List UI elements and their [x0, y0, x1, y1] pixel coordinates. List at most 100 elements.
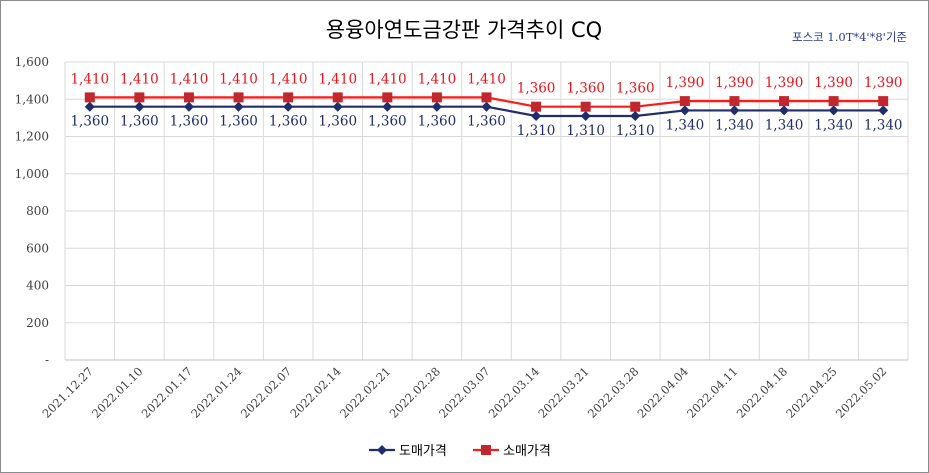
retail-price-label: 1,360 [566, 81, 605, 97]
retail-price-point [283, 92, 294, 103]
retail-price-label: 1,410 [467, 71, 506, 87]
legend-item-wholesale: 도매가격 [369, 444, 447, 459]
x-axis: 2021.12.272022.01.102022.01.172022.01.24… [39, 359, 908, 421]
retail-price-point [580, 101, 591, 112]
wholesale-price-point [679, 105, 690, 116]
legend: 도매가격 소매가격 [369, 444, 551, 459]
retail-price-label: 1,410 [418, 71, 457, 87]
wholesale-price-point [729, 105, 740, 116]
wholesale-price-label: 1,340 [864, 117, 903, 133]
gridlines [64, 61, 909, 361]
retail-price-label: 1,410 [318, 71, 357, 87]
legend-item-retail: 소매가격 [473, 444, 551, 459]
wholesale-price-label: 1,310 [616, 123, 655, 139]
wholesale-price-point [382, 101, 393, 112]
chart-title: 용융아연도금강판 가격추이 CQ [326, 18, 602, 42]
retail-price-point [729, 96, 740, 107]
y-tick-label: 1,400 [15, 92, 49, 106]
x-tick-label: 2022.01.17 [139, 364, 195, 420]
retail-price-point [481, 92, 492, 103]
x-tick-label: 2022.04.11 [684, 364, 740, 420]
retail-price-label: 1,390 [864, 75, 903, 91]
retail-price-label: 1,410 [120, 71, 159, 87]
wholesale-price-point [828, 105, 839, 116]
wholesale-price-label: 1,360 [318, 114, 357, 130]
x-tick-label: 2022.04.25 [783, 364, 839, 420]
retail-price-point [332, 92, 343, 103]
wholesale-price-point [233, 101, 244, 112]
wholesale-price-point [283, 101, 294, 112]
retail-price-label: 1,410 [70, 71, 109, 87]
wholesale-price-label: 1,360 [120, 114, 159, 130]
wholesale-price-point [878, 105, 889, 116]
wholesale-price-label: 1,360 [368, 114, 407, 130]
wholesale-price-point [531, 111, 542, 122]
x-tick-label: 2022.02.07 [238, 364, 294, 420]
y-tick-label: 200 [26, 316, 49, 330]
wholesale-price-point [183, 101, 194, 112]
x-tick-label: 2022.02.28 [387, 364, 443, 420]
wholesale-price-label: 1,360 [70, 114, 109, 130]
retail-price-point [431, 92, 442, 103]
x-tick-label: 2022.04.04 [635, 364, 691, 420]
retail-price-label: 1,410 [219, 71, 258, 87]
legend-label: 도매가격 [399, 444, 447, 459]
x-tick-label: 2022.02.14 [287, 364, 343, 420]
retail-price-point [630, 101, 641, 112]
wholesale-price-label: 1,340 [666, 117, 705, 133]
y-tick-label: 800 [26, 204, 49, 218]
wholesale-price-point [84, 101, 95, 112]
wholesale-price-point [134, 101, 145, 112]
retail-price-point [183, 92, 194, 103]
retail-price-label: 1,390 [666, 75, 705, 91]
x-tick-label: 2022.03.28 [585, 364, 641, 420]
wholesale-price-point [332, 101, 343, 112]
y-tick-label: 1,000 [15, 167, 49, 181]
wholesale-price-label: 1,360 [219, 114, 258, 130]
wholesale-price-label: 1,340 [765, 117, 804, 133]
y-tick-label: 600 [26, 241, 49, 255]
y-tick-label: 400 [26, 279, 49, 293]
y-tick-label: - [45, 353, 49, 367]
wholesale-price-label: 1,310 [517, 123, 556, 139]
retail-price-point [679, 96, 690, 107]
retail-price-label: 1,360 [517, 81, 556, 97]
retail-price-point [84, 92, 95, 103]
retail-price-label: 1,390 [765, 75, 804, 91]
wholesale-price-label: 1,360 [467, 114, 506, 130]
wholesale-price-label: 1,360 [269, 114, 308, 130]
retail-price-point [779, 96, 790, 107]
wholesale-price-point [779, 105, 790, 116]
retail-price-label: 1,360 [616, 81, 655, 97]
retail-price-label: 1,410 [170, 71, 209, 87]
wholesale-price-label: 1,360 [170, 114, 209, 130]
x-tick-label: 2022.03.07 [436, 364, 492, 420]
retail-price-point [828, 96, 839, 107]
retail-price-point [878, 96, 889, 107]
legend-label: 소매가격 [503, 444, 551, 459]
y-tick-label: 1,200 [15, 130, 49, 144]
wholesale-price-point [481, 101, 492, 112]
y-tick-label: 1,600 [15, 55, 49, 69]
wholesale-price-point [580, 111, 591, 122]
retail-price-point [531, 101, 542, 112]
retail-price-point [382, 92, 393, 103]
wholesale-price-label: 1,360 [418, 114, 457, 130]
x-tick-label: 2022.02.21 [337, 364, 393, 420]
legend-square-marker [481, 445, 491, 455]
retail-price-point [134, 92, 145, 103]
wholesale-price-label: 1,310 [566, 123, 605, 139]
x-tick-label: 2022.05.02 [833, 364, 889, 420]
x-tick-label: 2022.01.24 [188, 364, 244, 420]
wholesale-price-label: 1,340 [715, 117, 754, 133]
retail-price-point [233, 92, 244, 103]
retail-price-label: 1,410 [269, 71, 308, 87]
retail-price-label: 1,390 [715, 75, 754, 91]
x-tick-label: 2022.01.10 [89, 364, 145, 420]
wholesale-price-label: 1,340 [814, 117, 853, 133]
x-tick-label: 2022.03.21 [535, 364, 591, 420]
x-tick-label: 2022.04.18 [734, 364, 790, 420]
wholesale-price-point [431, 101, 442, 112]
series-layer: 1,360 1,360 1,360 1,360 1,360 1,360 1,360 1,360… [70, 71, 902, 139]
